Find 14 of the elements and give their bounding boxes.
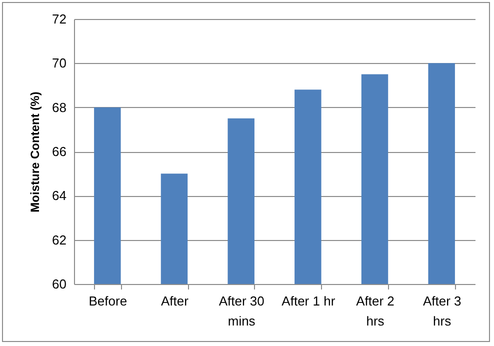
y-tick-label: 60 [52,276,66,292]
y-tick-label: 70 [52,56,66,71]
y-tick-label: 68 [52,100,66,115]
x-tick-label: After 1 hr [282,294,336,308]
x-tick-label: After 3 hrs [422,294,462,328]
y-axis-title: Moisture Content (%) [28,92,42,212]
y-tick-label: 66 [52,144,66,159]
y-tick-label: 64 [52,188,66,204]
y-tick-label: 72 [52,12,66,26]
x-tick-label: After 30 mins [218,294,264,328]
x-tick-label: After 2 hrs [356,294,394,328]
x-tick-label: Before [88,294,128,308]
y-tick-label: 62 [52,232,66,248]
x-tick-label: After [161,294,190,308]
